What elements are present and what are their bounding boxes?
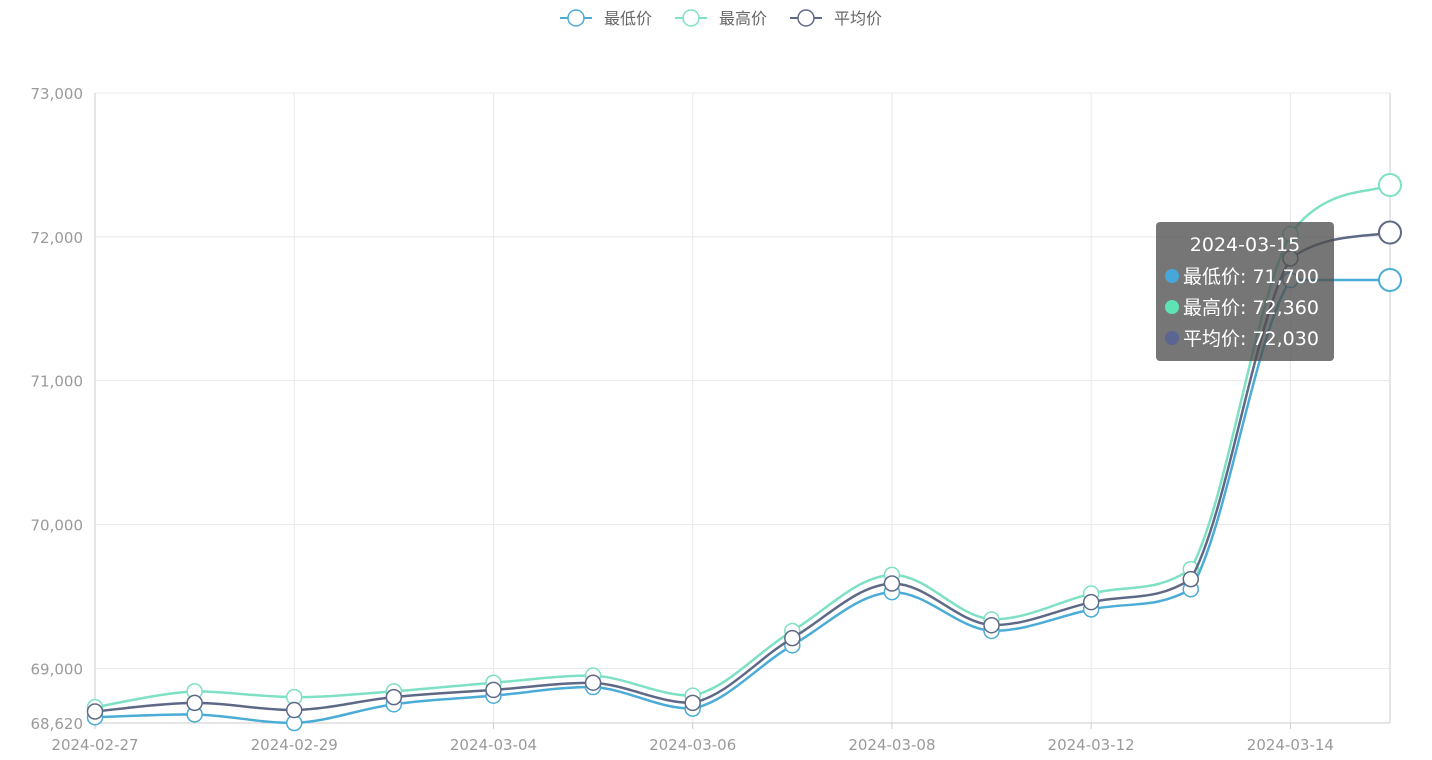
x-tick-label: 2024-02-29 xyxy=(251,736,338,754)
tooltip-row-max: 最高价: 72,360 xyxy=(1156,291,1334,322)
y-tick-label: 69,000 xyxy=(31,660,84,678)
y-tick-label: 70,000 xyxy=(31,517,84,535)
data-point[interactable] xyxy=(584,674,602,691)
data-point[interactable] xyxy=(86,703,104,720)
data-point[interactable] xyxy=(1378,173,1402,198)
data-point[interactable] xyxy=(1378,267,1402,292)
x-tick-label: 2024-03-06 xyxy=(649,736,736,754)
data-point[interactable] xyxy=(1182,570,1200,588)
x-tick-label: 2024-03-04 xyxy=(450,736,537,754)
y-tick-label: 68,620 xyxy=(31,715,84,733)
data-point[interactable] xyxy=(784,629,801,647)
legend-label: 平均价 xyxy=(834,9,882,28)
legend-circle-icon xyxy=(682,9,700,27)
tooltip-label-min: 最低价: 71,700 xyxy=(1183,266,1319,288)
tooltip-row-min: 最低价: 71,700 xyxy=(1156,260,1334,291)
legend-circle-icon xyxy=(567,9,585,27)
legend-item[interactable]: 最高价 xyxy=(675,9,767,28)
x-tick-label: 2024-03-08 xyxy=(848,736,935,754)
tooltip-dot-avg xyxy=(1165,330,1179,345)
legend[interactable]: 最低价 最高价 平均价 xyxy=(560,9,882,28)
series-line xyxy=(94,278,1390,725)
tooltip-title: 2024-03-15 xyxy=(1189,234,1301,256)
axes: 68,620 69,000 70,000 71,000 72,000 73,000 2024… xyxy=(31,85,1391,754)
grid xyxy=(95,92,1390,723)
data-point[interactable] xyxy=(285,701,303,719)
legend-item[interactable]: 最低价 xyxy=(560,9,652,28)
data-point[interactable] xyxy=(485,681,502,699)
x-tick-label: 2024-03-14 xyxy=(1247,736,1334,754)
y-tick-label: 71,000 xyxy=(31,373,84,391)
legend-label: 最低价 xyxy=(604,9,652,28)
data-point[interactable] xyxy=(1378,220,1402,245)
series-line xyxy=(94,231,1391,713)
legend-item[interactable]: 平均价 xyxy=(790,9,882,28)
y-tick-label: 73,000 xyxy=(31,85,84,103)
data-point[interactable] xyxy=(983,616,1000,634)
tooltip-row-avg: 平均价: 72,030 xyxy=(1156,322,1334,353)
data-point[interactable] xyxy=(684,694,701,712)
data-point[interactable] xyxy=(385,688,403,706)
data-point[interactable] xyxy=(883,575,901,592)
data-point[interactable] xyxy=(1082,593,1100,611)
legend-label: 最高价 xyxy=(719,9,767,28)
chart-tooltip: 2024-03-15 最低价: 71,700 最高价: 72,360 平均价: … xyxy=(1156,222,1334,361)
data-point[interactable] xyxy=(186,694,203,712)
tooltip-dot-max xyxy=(1165,299,1179,314)
tooltip-label-max: 最高价: 72,360 xyxy=(1183,297,1319,319)
x-tick-label: 2024-03-12 xyxy=(1048,736,1135,754)
series-layer xyxy=(86,173,1402,732)
tooltip-label-avg: 平均价: 72,030 xyxy=(1183,328,1319,350)
x-tick-label: 2024-02-27 xyxy=(51,736,138,754)
y-tick-label: 72,000 xyxy=(31,229,84,247)
legend-circle-icon xyxy=(797,9,815,27)
series-2 xyxy=(86,220,1402,720)
tooltip-dot-min xyxy=(1165,268,1179,283)
